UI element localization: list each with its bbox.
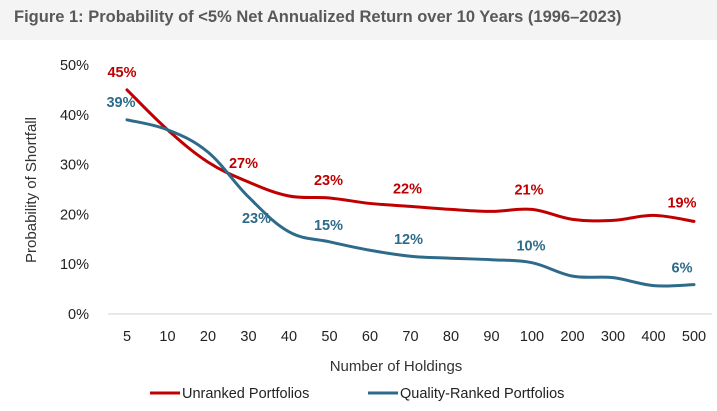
y-tick-label: 50%	[60, 58, 89, 74]
data-label-quality-ranked-portfolios: 23%	[242, 211, 271, 227]
data-labels: 45% 27% 23% 22% 21% 19% 39% 23% 15% 12% 10% 6%	[106, 65, 696, 277]
x-tick-label: 30	[240, 329, 256, 345]
x-tick-label: 70	[402, 329, 418, 345]
series-lines	[125, 88, 696, 288]
x-tick-label: 40	[281, 329, 297, 345]
legend-label-quality-ranked-portfolios: Quality-Ranked Portfolios	[400, 386, 564, 402]
x-tick-label: 5	[123, 329, 131, 345]
data-label-unranked-portfolios: 22%	[393, 181, 422, 197]
legend: Unranked Portfolios Quality-Ranked Portfo…	[150, 386, 564, 402]
y-tick-label: 40%	[60, 108, 89, 124]
x-tick-label: 50	[321, 329, 337, 345]
y-tick-label: 0%	[68, 307, 89, 323]
x-tick-label: 10	[159, 329, 175, 345]
data-label-unranked-portfolios: 27%	[229, 156, 258, 172]
x-tick-label: 80	[443, 329, 459, 345]
x-tick-label: 60	[362, 329, 378, 345]
data-label-quality-ranked-portfolios: 15%	[314, 218, 343, 234]
data-label-unranked-portfolios: 23%	[314, 173, 343, 189]
data-label-unranked-portfolios: 45%	[107, 65, 136, 81]
x-tick-label: 100	[520, 329, 544, 345]
data-label-quality-ranked-portfolios: 12%	[394, 232, 423, 248]
x-tick-label: 90	[483, 329, 499, 345]
y-axis-title: Probability of Shortfall	[23, 117, 40, 263]
y-tick-label: 20%	[60, 207, 89, 223]
y-axis-ticks: 0% 10% 20% 30% 40% 50%	[60, 58, 89, 323]
legend-label-unranked-portfolios: Unranked Portfolios	[182, 386, 309, 402]
data-label-unranked-portfolios: 19%	[667, 195, 696, 211]
y-tick-label: 30%	[60, 158, 89, 174]
chart-panel	[0, 40, 717, 411]
chart-title: Figure 1: Probability of <5% Net Annuali…	[14, 8, 622, 26]
x-tick-label: 400	[641, 329, 665, 345]
data-label-quality-ranked-portfolios: 10%	[516, 239, 545, 255]
x-axis-title: Number of Holdings	[330, 358, 463, 375]
data-label-quality-ranked-portfolios: 6%	[672, 261, 693, 277]
y-tick-label: 10%	[60, 257, 89, 273]
x-tick-label: 20	[200, 329, 216, 345]
data-label-quality-ranked-portfolios: 39%	[106, 95, 135, 111]
x-tick-label: 300	[601, 329, 625, 345]
data-label-unranked-portfolios: 21%	[514, 182, 543, 198]
series-line-unranked-portfolios	[125, 88, 696, 223]
x-tick-label: 200	[560, 329, 584, 345]
x-axis-ticks: 5 10 20 30 40 50 60 70 80 90 100 200 300 400 500	[123, 329, 706, 345]
series-line-quality-ranked-portfolios	[125, 118, 696, 288]
x-tick-label: 500	[682, 329, 706, 345]
